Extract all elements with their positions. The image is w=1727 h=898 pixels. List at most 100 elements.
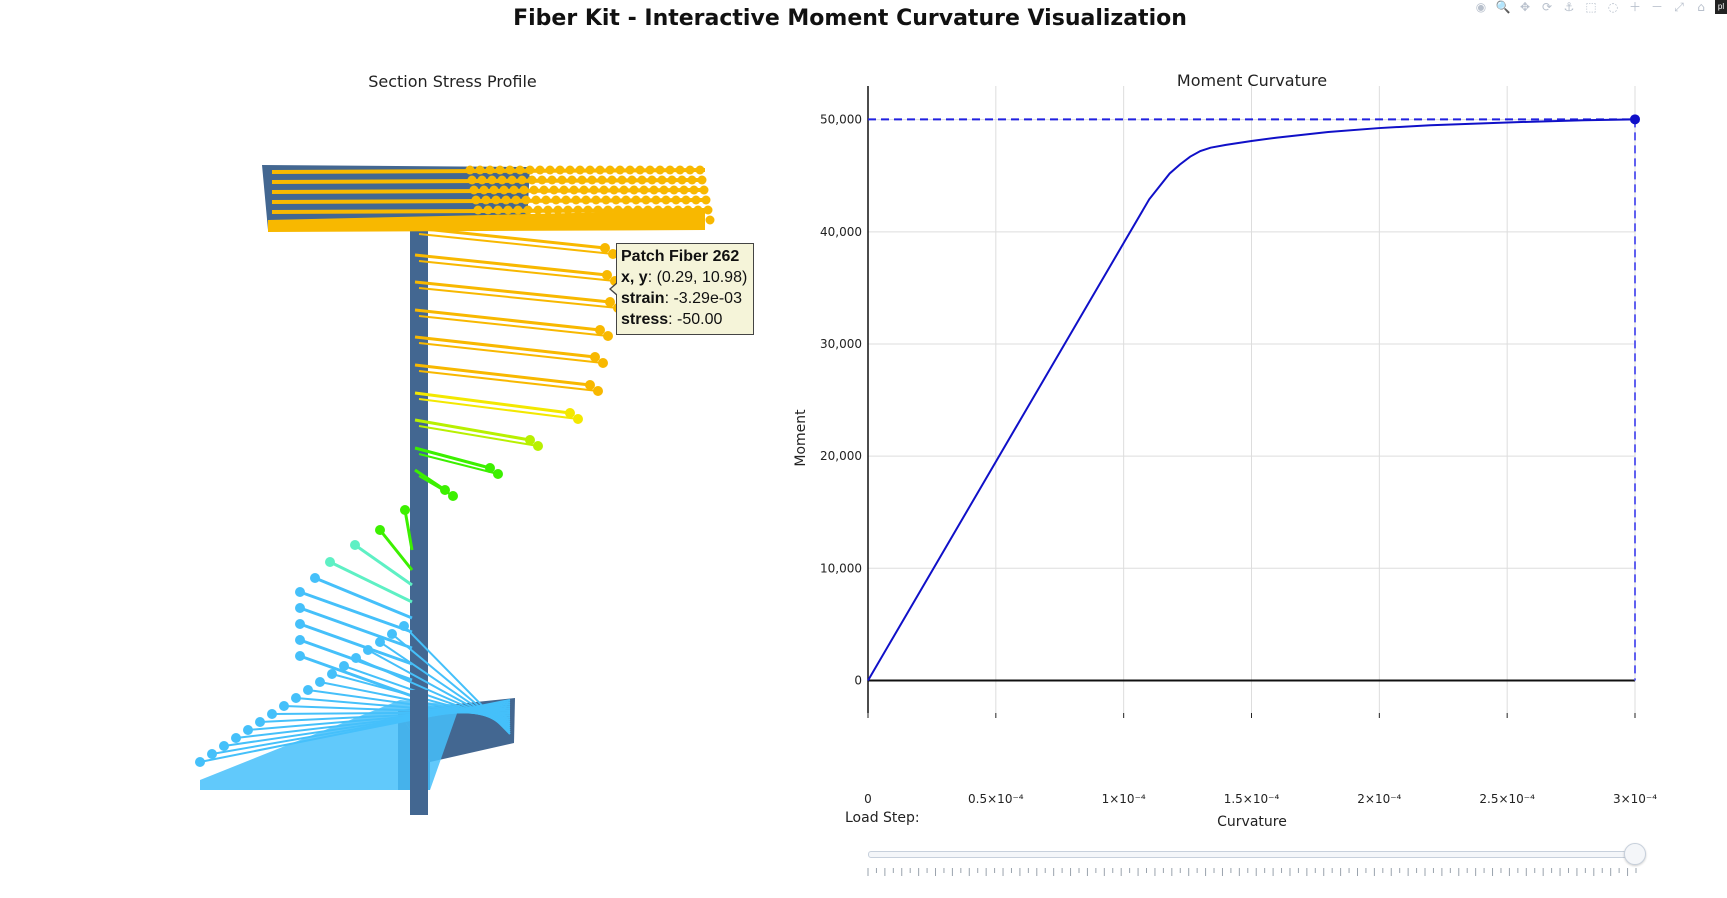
x-axis-label: Curvature bbox=[1217, 814, 1287, 830]
web-fiber-dot bbox=[565, 408, 575, 418]
reset-icon[interactable]: ⌂ bbox=[1697, 0, 1705, 14]
flange-fiber-dot bbox=[563, 205, 573, 215]
flange-fiber-dot bbox=[543, 205, 553, 215]
flange-fiber-dot bbox=[535, 165, 545, 175]
flange-fiber-dot bbox=[565, 165, 575, 175]
base-fiber-dot bbox=[339, 661, 349, 671]
chart-title: Moment Curvature bbox=[1177, 71, 1327, 90]
base-fiber-dot bbox=[327, 669, 337, 679]
flange-fiber-dot bbox=[705, 215, 715, 225]
flange-fiber-dot bbox=[523, 205, 533, 215]
tension-fiber-line bbox=[299, 590, 413, 634]
flange-fiber-dot bbox=[573, 205, 583, 215]
flange-fiber-dot bbox=[479, 185, 489, 195]
box-select-icon[interactable]: ⬚ bbox=[1585, 0, 1597, 14]
flange-fiber-dot bbox=[487, 175, 497, 185]
flange-fiber-dot bbox=[599, 185, 609, 195]
flange-fiber-dot bbox=[641, 195, 651, 205]
web-fiber-dot bbox=[573, 414, 583, 424]
flange-fiber-dot bbox=[501, 195, 511, 205]
flange-fiber-dot bbox=[557, 175, 567, 185]
flange-fiber-dot bbox=[647, 175, 657, 185]
camera-icon[interactable]: ◉ bbox=[1475, 0, 1487, 14]
x-tick-label: 2.5×10⁻⁴ bbox=[1479, 792, 1535, 806]
flange-fiber-dot bbox=[621, 195, 631, 205]
chart-axes: 0 0.5×10⁻⁴ 1×10⁻⁴ 1.5×10⁻⁴ 2×10⁻⁴ 2.5×10⁻⁴ 3×1… bbox=[820, 86, 1657, 806]
flange-fiber-dot bbox=[473, 205, 483, 215]
flange-fiber-dot bbox=[657, 175, 667, 185]
current-point-marker bbox=[1630, 114, 1640, 125]
zoom-icon[interactable]: 🔍 bbox=[1495, 0, 1511, 14]
web-fiber-line bbox=[414, 446, 491, 470]
web-fiber-line bbox=[418, 398, 579, 420]
web-fiber-line bbox=[418, 453, 499, 475]
x-tick-label: 2×10⁻⁴ bbox=[1357, 792, 1401, 806]
flange-fiber-dot bbox=[579, 185, 589, 195]
zoom-out-icon[interactable]: － bbox=[1650, 0, 1663, 14]
web-fiber-line bbox=[414, 335, 596, 359]
web-fiber-line bbox=[414, 363, 591, 387]
flange-fiber-dot bbox=[497, 175, 507, 185]
flange-fiber-dot bbox=[571, 195, 581, 205]
tension-fiber-dot bbox=[325, 557, 335, 567]
flange-fiber-dot bbox=[637, 175, 647, 185]
lasso-icon[interactable]: ◌ bbox=[1607, 0, 1619, 14]
base-fiber-dot bbox=[315, 677, 325, 687]
flange-fiber-dot bbox=[699, 185, 709, 195]
base-fiber-dot bbox=[351, 653, 361, 663]
flange-fiber-dot bbox=[549, 185, 559, 195]
modebar: ◉ 🔍 ✥ ⟳ ⚓ ⬚ ◌ ＋ － ⤢ ⌂ pl bbox=[1473, 0, 1727, 14]
flange-fiber-dot bbox=[681, 195, 691, 205]
tooltip-stress-value: : -50.00 bbox=[668, 311, 723, 328]
load-step-slider-handle[interactable] bbox=[1624, 843, 1646, 865]
flange-fiber-dot bbox=[531, 195, 541, 205]
tension-fiber-line bbox=[378, 529, 414, 571]
web-fiber-line bbox=[418, 260, 616, 282]
flange-fiber-dot bbox=[475, 165, 485, 175]
flange-fiber-dot bbox=[605, 165, 615, 175]
autoscale-icon[interactable]: ⤢ bbox=[1674, 0, 1684, 14]
tooltip-arrow bbox=[609, 282, 618, 296]
flange-fiber-dot bbox=[495, 165, 505, 175]
flange-fiber-dot bbox=[583, 205, 593, 215]
orbit-icon[interactable]: ⟳ bbox=[1541, 0, 1553, 14]
y-tick-label: 0 bbox=[854, 673, 862, 687]
turntable-icon[interactable]: ⚓ bbox=[1563, 0, 1575, 14]
base-fiber-dot bbox=[387, 629, 397, 639]
web-fiber-line bbox=[414, 253, 608, 277]
flange-fiber-dot bbox=[483, 205, 493, 215]
x-tick-label: 0 bbox=[864, 792, 872, 806]
web-fiber-dot bbox=[602, 270, 612, 280]
load-step-slider-track[interactable] bbox=[868, 851, 1638, 858]
y-tick-label: 40,000 bbox=[820, 225, 862, 239]
section-3d-view[interactable] bbox=[0, 100, 760, 860]
zoom-in-icon[interactable]: ＋ bbox=[1628, 0, 1641, 14]
moment-curvature-chart[interactable]: 0 0.5×10⁻⁴ 1×10⁻⁴ 1.5×10⁻⁴ 2×10⁻⁴ 2.5×10⁻⁴ 3×1… bbox=[780, 60, 1680, 860]
web-fiber-line bbox=[418, 370, 599, 392]
pan-icon[interactable]: ✥ bbox=[1519, 0, 1531, 14]
web-fiber-line bbox=[414, 468, 446, 492]
tension-fiber-dot bbox=[310, 573, 320, 583]
flange-fiber-dot bbox=[499, 185, 509, 195]
flange-fiber-dot bbox=[537, 175, 547, 185]
plotly-logo-icon[interactable]: pl bbox=[1715, 0, 1727, 14]
web-fiber-dot bbox=[603, 331, 613, 341]
flange-fiber-dot bbox=[513, 205, 523, 215]
flange-fiber-dot bbox=[671, 195, 681, 205]
flange-fiber-dot bbox=[635, 165, 645, 175]
web-fiber-line bbox=[418, 233, 614, 255]
web-fiber-line bbox=[414, 418, 531, 442]
flange-fiber-dot bbox=[569, 185, 579, 195]
flange-fiber-dot bbox=[687, 175, 697, 185]
flange-fiber-dot bbox=[695, 165, 705, 175]
x-tick-label: 1×10⁻⁴ bbox=[1102, 792, 1146, 806]
flange-fiber-dot bbox=[567, 175, 577, 185]
base-fiber-dot bbox=[303, 685, 313, 695]
web-fiber-line bbox=[418, 315, 609, 337]
base-fiber-dot bbox=[255, 717, 265, 727]
x-tick-label: 1.5×10⁻⁴ bbox=[1224, 792, 1280, 806]
flange-fiber-dot bbox=[627, 175, 637, 185]
web-fiber-dot bbox=[605, 297, 615, 307]
flange-fiber-dot bbox=[593, 205, 603, 215]
flange-fiber-dot bbox=[489, 185, 499, 195]
